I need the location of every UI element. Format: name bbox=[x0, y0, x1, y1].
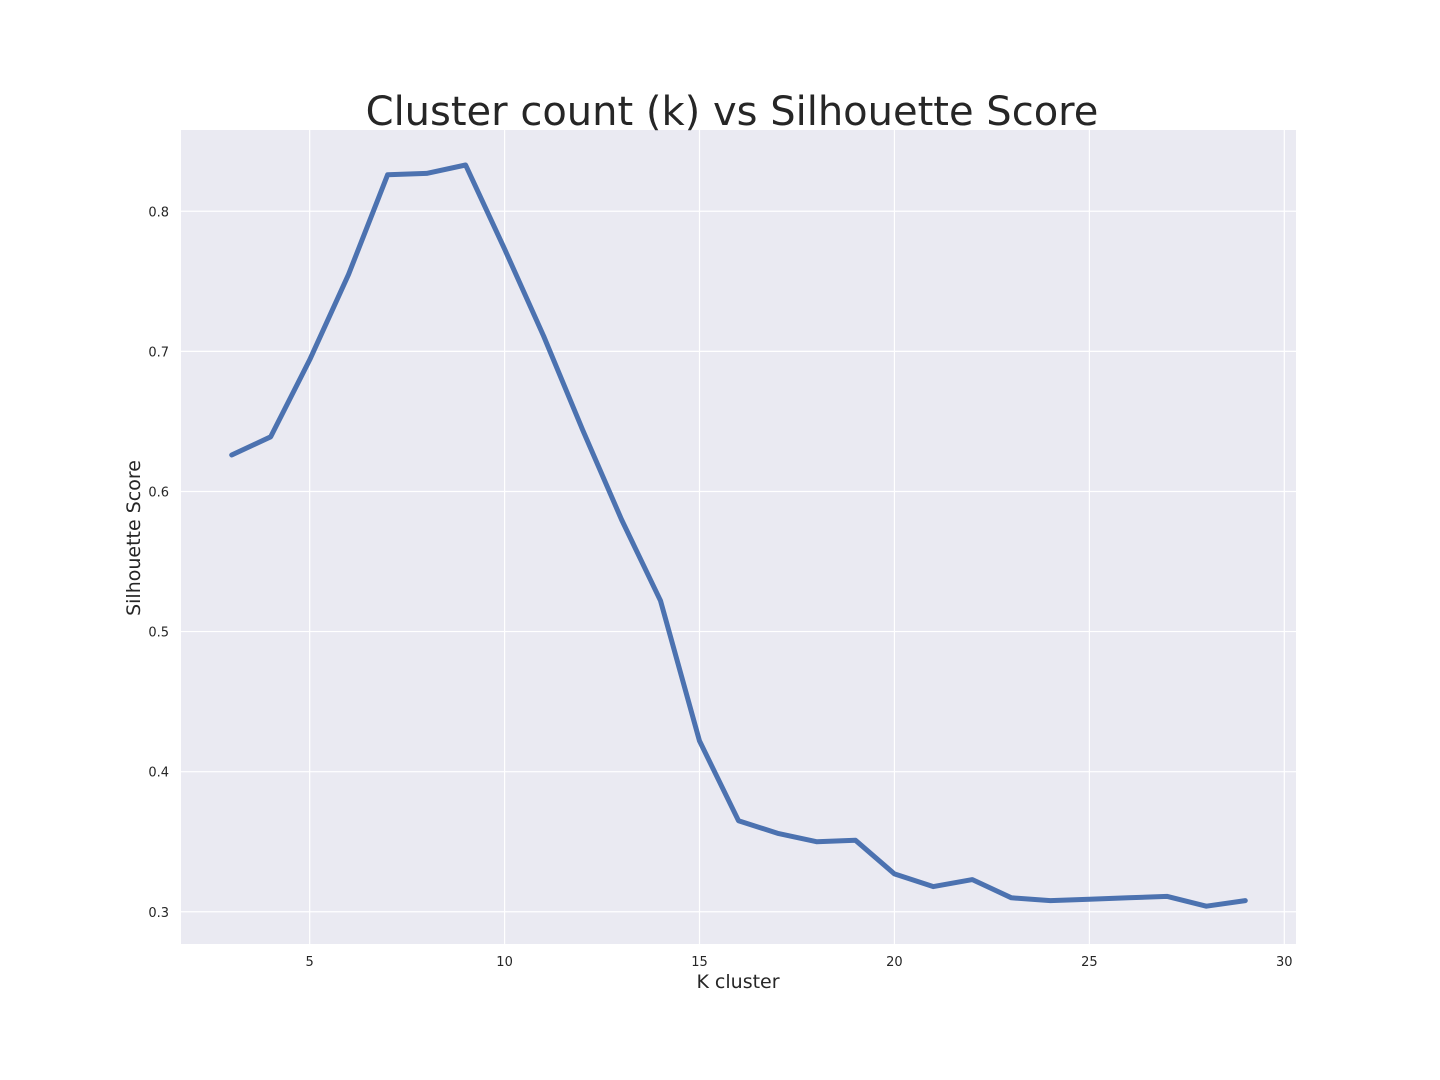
plot-area bbox=[181, 130, 1296, 944]
y-tick-label: 0.7 bbox=[148, 345, 169, 360]
tick-labels: 5 10 15 20 25 30 0.3 0.4 0.5 0.6 0.7 0.8 bbox=[148, 205, 1292, 970]
y-tick-label: 0.6 bbox=[148, 485, 169, 500]
x-tick-label: 15 bbox=[691, 955, 708, 970]
x-axis-label: K cluster bbox=[696, 971, 779, 993]
grid-lines bbox=[181, 130, 1296, 944]
series-line bbox=[229, 162, 1248, 909]
series-layer bbox=[229, 162, 1248, 909]
y-tick-label: 0.8 bbox=[148, 205, 169, 220]
y-tick-label: 0.4 bbox=[148, 766, 169, 781]
x-tick-label: 20 bbox=[886, 955, 903, 970]
x-tick-label: 25 bbox=[1081, 955, 1098, 970]
y-tick-label: 0.3 bbox=[148, 906, 169, 921]
x-tick-label: 10 bbox=[496, 955, 513, 970]
chart-title: Cluster count (k) vs Silhouette Score bbox=[366, 89, 1099, 135]
x-tick-label: 5 bbox=[306, 955, 314, 970]
y-tick-label: 0.5 bbox=[148, 626, 169, 641]
y-axis-label: Silhouette Score bbox=[123, 460, 145, 616]
x-tick-label: 30 bbox=[1276, 955, 1293, 970]
